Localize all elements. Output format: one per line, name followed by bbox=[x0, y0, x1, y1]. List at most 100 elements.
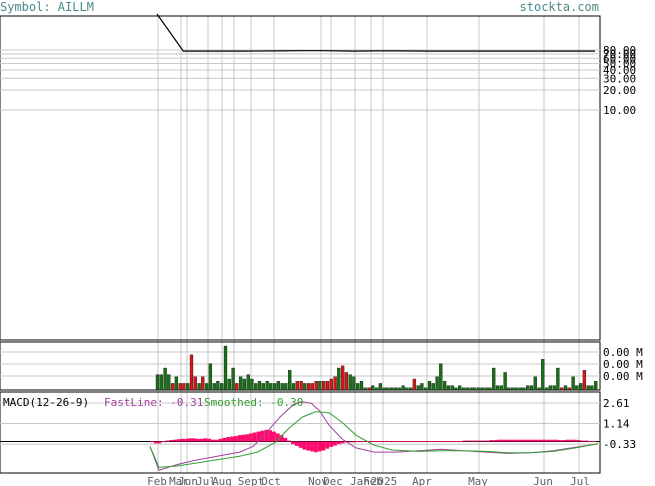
volume-bar bbox=[201, 376, 205, 391]
macd-histogram-bar bbox=[527, 439, 532, 442]
macd-histogram-bar bbox=[481, 440, 486, 442]
macd-histogram-bar bbox=[584, 440, 589, 442]
macd-histogram-bar bbox=[386, 441, 391, 442]
macd-smoothed-line bbox=[149, 411, 599, 468]
x-tick-label: Mar bbox=[169, 475, 189, 486]
volume-bar bbox=[197, 383, 201, 391]
volume-bar bbox=[322, 381, 326, 391]
macd-histogram-bar bbox=[435, 441, 440, 442]
volume-bar bbox=[560, 387, 564, 391]
x-tick-label: Feb bbox=[147, 475, 167, 486]
macd-histogram-bar bbox=[256, 431, 261, 442]
macd-histogram-bar bbox=[588, 441, 593, 442]
macd-histogram-bar bbox=[203, 438, 208, 442]
macd-histogram-bar bbox=[394, 441, 398, 442]
macd-histogram-bar bbox=[306, 441, 311, 451]
volume-bar bbox=[401, 385, 405, 391]
price-frame bbox=[0, 15, 601, 341]
macd-histogram-bar bbox=[409, 441, 413, 442]
macd-histogram-bar bbox=[493, 440, 497, 442]
volume-bar bbox=[314, 381, 318, 391]
x-tick-label: Jun bbox=[533, 475, 553, 486]
volume-bar bbox=[238, 376, 243, 391]
volume-bar bbox=[571, 376, 575, 391]
volume-bar bbox=[291, 383, 296, 391]
volume-bar bbox=[526, 385, 530, 391]
price-y-tick-label: 30.00 bbox=[603, 72, 636, 85]
volume-bar bbox=[212, 383, 216, 391]
macd-y-tick-label: 1.14 bbox=[603, 418, 630, 431]
macd-histogram-bar bbox=[157, 441, 162, 444]
macd-histogram-bar bbox=[222, 437, 227, 442]
price-y-tick-label: 10.00 bbox=[603, 104, 636, 117]
volume-bar bbox=[246, 374, 250, 391]
macd-histogram-bar bbox=[477, 440, 482, 442]
macd-histogram-bar bbox=[359, 441, 364, 442]
x-tick-label: Oct bbox=[261, 475, 281, 486]
volume-bar bbox=[359, 381, 364, 391]
macd-histogram-bar bbox=[272, 431, 276, 442]
x-tick-label: Jul bbox=[196, 475, 216, 486]
volume-bar bbox=[235, 383, 239, 391]
volume-bar bbox=[348, 374, 352, 391]
x-tick-label: Dec bbox=[323, 475, 343, 486]
macd-histogram-bar bbox=[161, 441, 166, 442]
volume-bar bbox=[155, 374, 160, 391]
macd-histogram-bar bbox=[405, 441, 410, 442]
macd-histogram-bar bbox=[458, 441, 463, 442]
macd-histogram-bar bbox=[500, 439, 505, 442]
macd-histogram-bar bbox=[279, 435, 284, 442]
macd-histogram-bar bbox=[325, 441, 330, 449]
macd-y-tick-label: 2.61 bbox=[603, 397, 630, 410]
macd-title: MACD(12-26-9) bbox=[3, 396, 89, 409]
macd-histogram-bar bbox=[237, 435, 242, 442]
macd-histogram-bar bbox=[313, 441, 318, 453]
macd-histogram-bar bbox=[573, 439, 577, 442]
volume-y-tick-label: 0.00 M bbox=[603, 358, 643, 371]
macd-histogram-bar bbox=[523, 439, 528, 442]
macd-histogram-bar bbox=[367, 441, 372, 442]
volume-bar bbox=[208, 363, 213, 391]
x-tick-label: Jan bbox=[350, 475, 370, 486]
macd-histogram-bar bbox=[512, 439, 516, 442]
volume-bar bbox=[261, 383, 265, 391]
macd-histogram-bar bbox=[554, 439, 558, 442]
volume-bar bbox=[352, 376, 356, 391]
macd-histogram-bar bbox=[538, 439, 543, 442]
volume-bar bbox=[303, 383, 307, 391]
volume-y-tick-label: 0.00 M bbox=[603, 370, 643, 383]
macd-histogram-bar bbox=[401, 441, 406, 442]
volume-bar bbox=[193, 376, 197, 391]
x-tick-label: Aug bbox=[212, 475, 232, 486]
price-y-tick-label: 40.00 bbox=[603, 64, 636, 77]
macd-histogram-bar bbox=[508, 439, 513, 442]
x-tick-label: Nov bbox=[308, 475, 328, 486]
volume-bar bbox=[186, 383, 190, 391]
macd-histogram-bar bbox=[515, 439, 520, 442]
macd-histogram-bar bbox=[275, 433, 280, 442]
macd-histogram-bar bbox=[298, 441, 303, 448]
macd-histogram-bar bbox=[397, 441, 402, 442]
volume-bar bbox=[465, 387, 469, 391]
macd-histogram-bar bbox=[264, 429, 269, 442]
volume-bar bbox=[318, 381, 322, 391]
macd-histogram-bar bbox=[413, 441, 417, 442]
volume-bar bbox=[450, 385, 454, 391]
volume-bar bbox=[272, 383, 277, 391]
volume-bar bbox=[492, 367, 496, 391]
volume-bar bbox=[514, 387, 519, 391]
volume-bar bbox=[204, 383, 209, 391]
volume-bar bbox=[280, 383, 284, 391]
macd-histogram-bar bbox=[352, 441, 356, 443]
macd-histogram-bar bbox=[485, 440, 490, 442]
macd-histogram-bar bbox=[542, 439, 547, 442]
volume-bar bbox=[439, 363, 443, 391]
volume-bar bbox=[382, 387, 386, 391]
macd-histogram-bar bbox=[466, 440, 471, 442]
macd-histogram-bar bbox=[432, 441, 436, 442]
volume-bar bbox=[170, 383, 175, 391]
x-tick-label: Apr bbox=[412, 475, 432, 486]
macd-histogram-bar bbox=[333, 441, 337, 446]
